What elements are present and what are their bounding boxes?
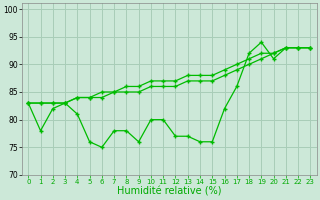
X-axis label: Humidité relative (%): Humidité relative (%)	[117, 187, 221, 197]
